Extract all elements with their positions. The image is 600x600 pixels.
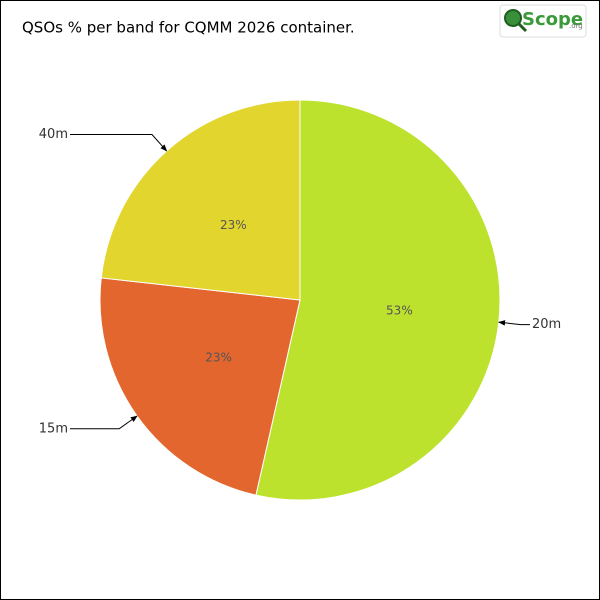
leader-line [70,134,168,152]
logo-box [499,4,587,38]
value-label: 23% [220,218,247,232]
category-label: 40m [39,127,68,142]
value-label: 53% [386,304,413,318]
category-label: 15m [39,421,68,436]
chart-title: QSOs % per band for CQMM 2026 container. [22,19,355,37]
value-label: 23% [205,351,232,365]
logo: Scope .org [499,4,587,38]
category-label: 20m [532,317,561,332]
logo-icon [504,9,522,27]
logo-suffix: .org [569,22,583,30]
logo-icon [517,22,528,33]
logo-text: Scope [522,9,583,30]
leader-line [70,415,138,430]
leader-line [498,320,530,326]
